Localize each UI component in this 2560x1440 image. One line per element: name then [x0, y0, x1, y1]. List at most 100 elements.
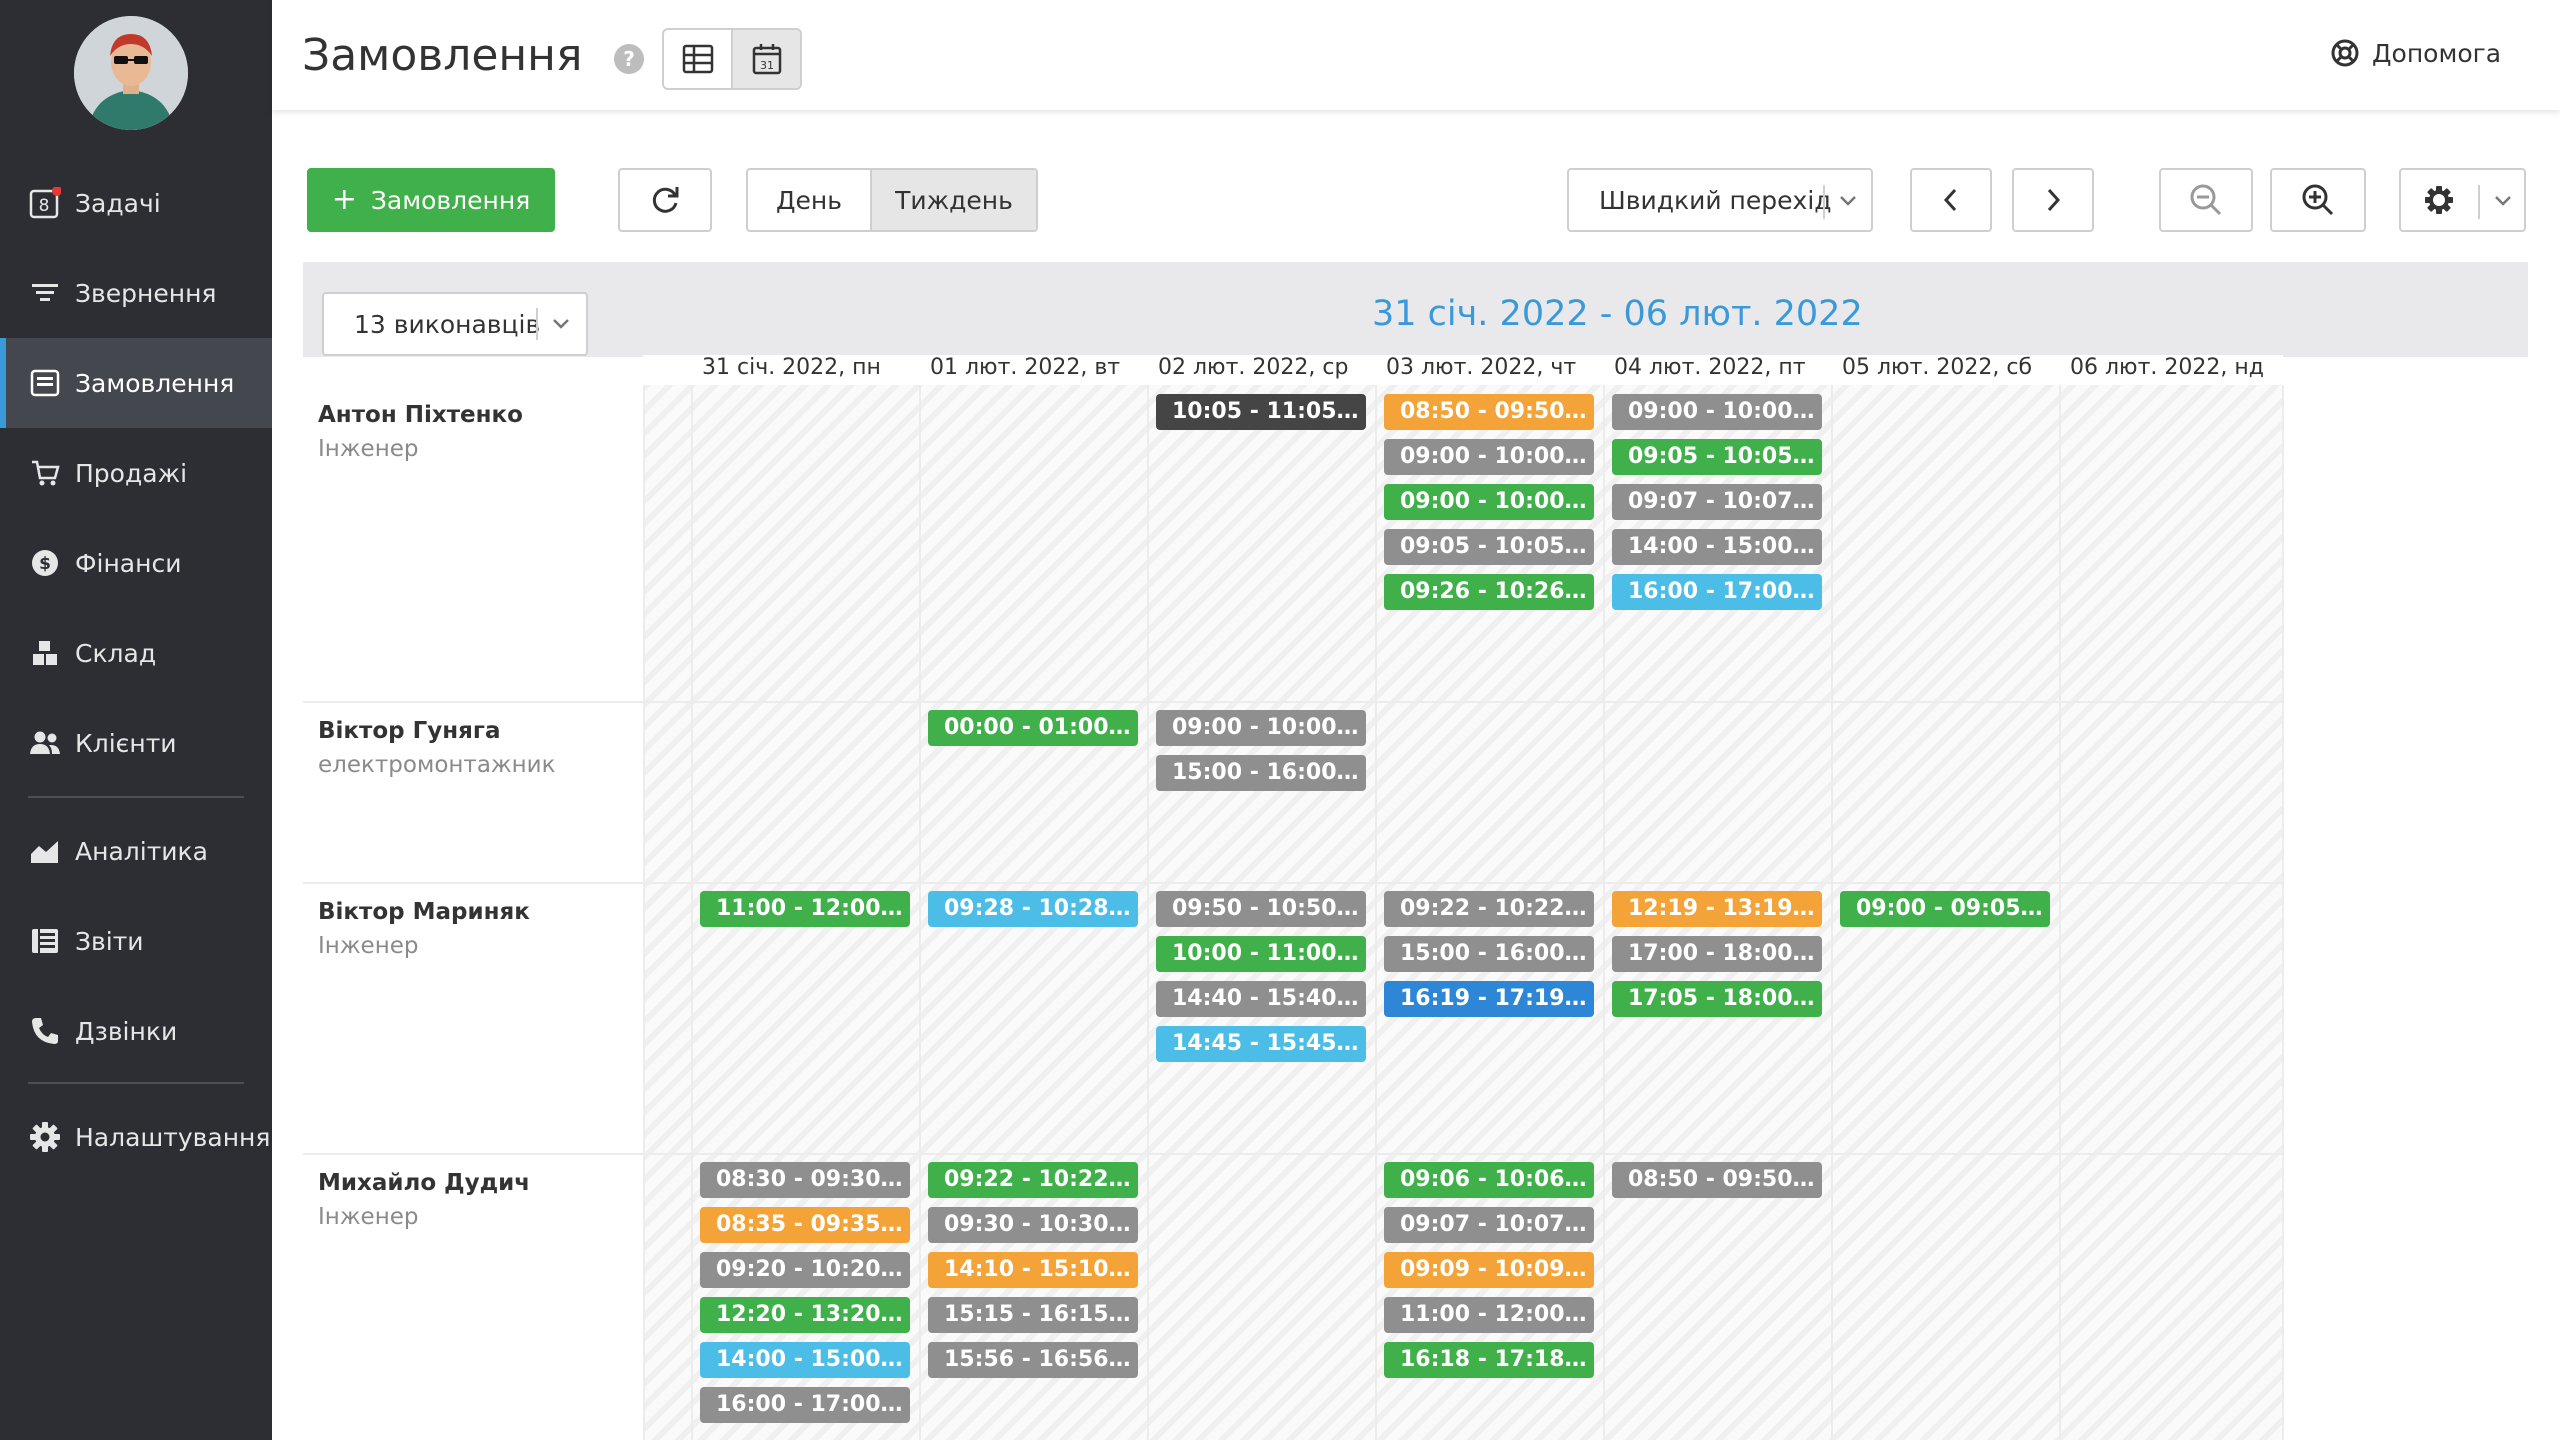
order-event[interactable]: 09:00 - 10:00 А... [1384, 439, 1594, 475]
lifebuoy-icon [2331, 39, 2359, 67]
executor-row-2: Віктор Мариняк Інженер [318, 899, 530, 959]
filter-icon [28, 276, 62, 310]
order-event[interactable]: 10:00 - 11:00 А... [1156, 936, 1366, 972]
order-event[interactable]: 16:00 - 17:00 А... [700, 1387, 910, 1423]
order-event[interactable]: 09:07 - 10:07 А... [1612, 484, 1822, 520]
table-view-button[interactable] [664, 30, 731, 88]
zoom-out-icon [2190, 184, 2222, 216]
order-event[interactable]: 09:07 - 10:07 А... [1384, 1207, 1594, 1243]
sidebar-item-clients[interactable]: Клієнти [0, 698, 272, 788]
executor-name: Михайло Дудич [318, 1170, 531, 1196]
executor-row-1: Віктор Гуняга електромонтажник [318, 718, 556, 778]
add-order-button[interactable]: + Замовлення [307, 168, 555, 232]
order-event[interactable]: 09:22 - 10:22 А... [1384, 891, 1594, 927]
order-event[interactable]: 16:00 - 17:00 А... [1612, 574, 1822, 610]
sidebar-item-finance[interactable]: $ Фінанси [0, 518, 272, 608]
avatar[interactable] [74, 16, 188, 130]
order-event[interactable]: 17:05 - 18:00 А... [1612, 981, 1822, 1017]
order-event[interactable]: 09:20 - 10:20 А... [700, 1252, 910, 1288]
order-event[interactable]: 16:19 - 17:19 А... [1384, 981, 1594, 1017]
help-question-icon[interactable]: ? [614, 44, 644, 74]
row-divider [303, 1153, 2283, 1155]
sidebar-item-label: Дзвінки [75, 1016, 178, 1046]
users-icon [28, 726, 62, 760]
chevron-right-icon [2047, 188, 2061, 212]
day-header-row [643, 355, 2283, 385]
order-event[interactable]: 00:00 - 01:00 А... [928, 710, 1138, 746]
user-avatar-icon [74, 16, 188, 130]
dollar-icon: $ [28, 546, 62, 580]
order-event[interactable]: 09:28 - 10:28 А... [928, 891, 1138, 927]
order-event[interactable]: 09:00 - 10:00 А... [1156, 710, 1366, 746]
order-event[interactable]: 09:00 - 09:05 А... [1840, 891, 2050, 927]
calendar-view-button[interactable]: 31 [731, 30, 800, 88]
order-event[interactable]: 10:05 - 11:05 А... [1156, 394, 1366, 430]
executor-row-0: Антон Піхтенко Інженер [318, 402, 523, 462]
order-event[interactable]: 12:19 - 13:19 А... [1612, 891, 1822, 927]
order-event[interactable]: 15:00 - 16:00 А... [1156, 755, 1366, 791]
quick-jump-label: Швидкий перехід [1599, 185, 1832, 215]
help-label: Допомога [2372, 38, 2502, 68]
executors-select[interactable]: 13 виконавців [322, 292, 588, 356]
order-event[interactable]: 14:45 - 15:45 А... [1156, 1026, 1366, 1062]
order-event[interactable]: 09:06 - 10:06 А... [1384, 1162, 1594, 1198]
order-event[interactable]: 09:26 - 10:26 А... [1384, 574, 1594, 610]
sidebar-item-warehouse[interactable]: Склад [0, 608, 272, 698]
sidebar-item-orders[interactable]: Замовлення [0, 338, 272, 428]
tasks-badge-count: 8 [39, 196, 50, 216]
order-event[interactable]: 15:15 - 16:15 А... [928, 1297, 1138, 1333]
sidebar-item-requests[interactable]: Звернення [0, 248, 272, 338]
executor-role: Інженер [318, 1204, 419, 1230]
order-event[interactable]: 11:00 - 12:00 А... [1384, 1297, 1594, 1333]
help-link[interactable]: Допомога [2330, 38, 2501, 68]
order-event[interactable]: 15:00 - 16:00 А... [1384, 936, 1594, 972]
week-view-button[interactable]: Тиждень [870, 170, 1036, 230]
plus-icon: + [331, 182, 357, 217]
executors-caret [536, 294, 586, 354]
order-event[interactable]: 09:30 - 10:30 А... [928, 1207, 1138, 1243]
order-event[interactable]: 08:50 - 09:50 А... [1384, 394, 1594, 430]
order-event[interactable]: 16:18 - 17:18 А... [1384, 1342, 1594, 1378]
sidebar-item-reports[interactable]: Звіти [0, 896, 272, 986]
order-event[interactable]: 09:50 - 10:50 А... [1156, 891, 1366, 927]
sidebar-item-tasks[interactable]: 8 Задачі [0, 158, 272, 248]
order-event[interactable]: 08:50 - 09:50 А... [1612, 1162, 1822, 1198]
order-event[interactable]: 09:00 - 10:00 А... [1384, 484, 1594, 520]
grid-line [1603, 385, 1605, 1440]
settings-dropdown-button[interactable] [2399, 168, 2526, 232]
order-event[interactable]: 17:00 - 18:00 А... [1612, 936, 1822, 972]
sidebar-item-settings[interactable]: Налаштування [0, 1092, 272, 1182]
order-event[interactable]: 09:22 - 10:22 А... [928, 1162, 1138, 1198]
order-event[interactable]: 08:30 - 09:30 А... [700, 1162, 910, 1198]
day-header-fri: 04 лют. 2022, пт [1614, 355, 1806, 380]
order-event[interactable]: 14:10 - 15:10 А... [928, 1252, 1138, 1288]
sidebar-item-sales[interactable]: Продажі [0, 428, 272, 518]
order-event[interactable]: 14:00 - 15:00 А... [1612, 529, 1822, 565]
order-event[interactable]: 09:09 - 10:09 А... [1384, 1252, 1594, 1288]
zoom-out-button[interactable] [2159, 168, 2253, 232]
order-event[interactable]: 14:00 - 15:00 А... [700, 1342, 910, 1378]
day-view-button[interactable]: День [776, 185, 842, 215]
chevron-down-icon [1840, 196, 1856, 206]
table-icon [28, 924, 62, 958]
order-event[interactable]: 14:40 - 15:40 А... [1156, 981, 1366, 1017]
quick-jump-select[interactable]: Швидкий перехід [1567, 168, 1873, 232]
prev-week-button[interactable] [1910, 168, 1992, 232]
order-event[interactable]: 12:20 - 13:20 А... [700, 1297, 910, 1333]
order-event[interactable]: 09:05 - 10:05 А... [1384, 529, 1594, 565]
sidebar-item-label: Фінанси [75, 548, 182, 578]
grid-line [1147, 385, 1149, 1440]
next-week-button[interactable] [2012, 168, 2094, 232]
executor-row-3: Михайло Дудич Інженер [318, 1170, 530, 1230]
zoom-in-button[interactable] [2270, 168, 2366, 232]
order-event[interactable]: 15:56 - 16:56 А... [928, 1342, 1138, 1378]
refresh-button[interactable] [618, 168, 712, 232]
grid-line [691, 385, 693, 1440]
order-event[interactable]: 11:00 - 12:00 А... [700, 891, 910, 927]
order-event[interactable]: 08:35 - 09:35 А... [700, 1207, 910, 1243]
order-event[interactable]: 09:05 - 10:05 А... [1612, 439, 1822, 475]
sidebar-divider [28, 1082, 244, 1084]
sidebar-item-analytics[interactable]: Аналітика [0, 806, 272, 896]
order-event[interactable]: 09:00 - 10:00 А... [1612, 394, 1822, 430]
sidebar-item-calls[interactable]: Дзвінки [0, 986, 272, 1076]
